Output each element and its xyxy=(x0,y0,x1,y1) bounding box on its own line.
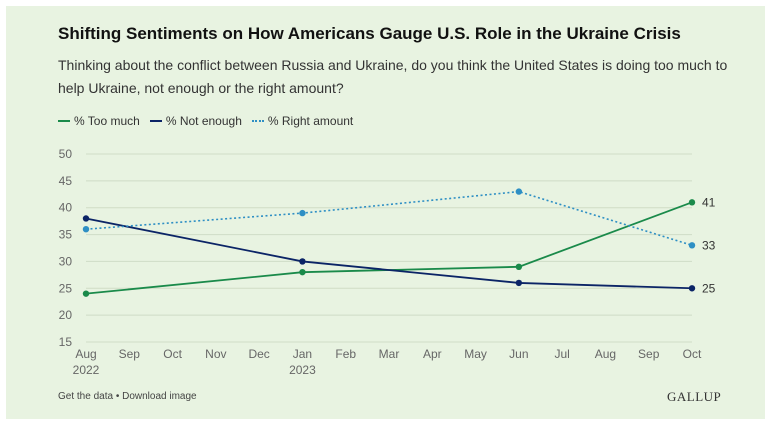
data-point xyxy=(688,285,696,292)
x-tick-label: Aug xyxy=(595,347,616,361)
chart-legend: % Too much % Not enough % Right amount xyxy=(58,114,363,128)
x-tick-label: Oct xyxy=(683,347,702,361)
series-end-label: 33 xyxy=(702,238,716,252)
legend-label-too-much: % Too much xyxy=(74,114,140,128)
series-line xyxy=(85,190,693,247)
line-chart: 15 20 25 30 35 40 45 50 Aug 2022 Sep Oct Nov Dec Jan 20… xyxy=(59,147,716,377)
data-point xyxy=(299,258,306,265)
y-tick-label: 20 xyxy=(59,308,73,322)
x-tick-label: Feb xyxy=(335,347,356,361)
data-point xyxy=(299,268,306,276)
series-line xyxy=(85,217,693,290)
x-tick-label: Oct xyxy=(163,347,182,361)
x-tick-year-label: 2022 xyxy=(73,363,100,377)
data-point xyxy=(82,226,90,233)
y-tick-label: 30 xyxy=(59,254,73,268)
data-point xyxy=(515,188,523,195)
series-line xyxy=(85,201,693,295)
data-point xyxy=(299,209,306,217)
legend-label-right-amount: % Right amount xyxy=(267,114,354,128)
legend-swatch-too-much xyxy=(58,120,70,122)
data-point xyxy=(515,263,523,270)
x-tick-label: Apr xyxy=(423,347,442,361)
y-tick-label: 45 xyxy=(59,174,73,188)
x-tick-label: Jul xyxy=(554,347,569,361)
x-tick-label: Sep xyxy=(119,347,141,361)
legend-swatch-right-amount xyxy=(251,120,264,122)
data-point xyxy=(82,215,90,222)
y-tick-label: 50 xyxy=(59,147,73,161)
y-tick-label: 25 xyxy=(59,281,73,295)
x-tick-label: Jan xyxy=(293,347,312,361)
y-tick-label: 40 xyxy=(59,201,73,215)
data-point xyxy=(688,199,696,206)
series-end-label: 25 xyxy=(702,281,716,295)
x-tick-year-label: 2023 xyxy=(289,363,316,377)
x-tick-label: May xyxy=(464,347,487,361)
x-tick-label: Nov xyxy=(205,347,226,361)
chart-title: Shifting Sentiments on How Americans Gau… xyxy=(58,24,681,43)
legend-swatch-not-enough xyxy=(149,120,162,122)
footer-links[interactable]: Get the data • Download image xyxy=(58,391,197,402)
y-tick-label: 15 xyxy=(59,335,73,349)
legend-label-not-enough: % Not enough xyxy=(165,114,242,128)
x-tick-label: Jun xyxy=(509,347,528,361)
legend-item-too-much: % Too much xyxy=(58,114,140,128)
x-tick-label: Sep xyxy=(638,347,660,361)
series-end-label: 41 xyxy=(702,195,716,209)
data-point xyxy=(688,242,696,249)
y-tick-label: 35 xyxy=(59,228,73,242)
gallup-logo: GALLUP xyxy=(667,389,722,404)
data-point xyxy=(82,290,90,297)
x-tick-label: Mar xyxy=(379,347,400,361)
x-tick-label: Aug xyxy=(75,347,96,361)
chart-card: Shifting Sentiments on How Americans Gau… xyxy=(6,6,765,419)
chart-subtitle: Thinking about the conflict between Russ… xyxy=(58,57,728,96)
legend-item-right-amount: % Right amount xyxy=(251,114,354,128)
data-point xyxy=(515,279,523,287)
legend-item-not-enough: % Not enough xyxy=(149,114,242,128)
x-tick-label: Dec xyxy=(248,347,269,361)
